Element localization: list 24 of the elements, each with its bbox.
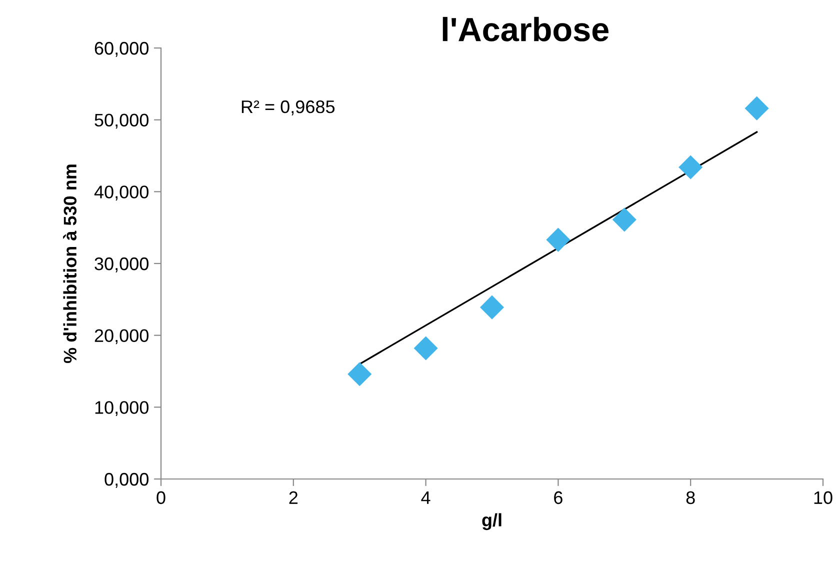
y-tick-label: 20,000 bbox=[94, 329, 148, 344]
point bbox=[678, 155, 703, 180]
point bbox=[348, 362, 372, 386]
y-tick-label: 40,000 bbox=[94, 186, 148, 201]
x-tick-label: 8 bbox=[686, 491, 695, 504]
y-tick-label: 10,000 bbox=[95, 401, 148, 416]
chart-title: l'Acarbose bbox=[442, 16, 609, 42]
point bbox=[744, 96, 769, 120]
y-tick-label: 0,000 bbox=[104, 472, 148, 488]
x-tick-label: 6 bbox=[554, 491, 562, 504]
x-axis-title: g/l bbox=[482, 513, 502, 530]
y-tick-label: 60,000 bbox=[94, 42, 148, 57]
point bbox=[546, 228, 570, 252]
x-tick-label: 0 bbox=[156, 491, 166, 504]
y-tick-label: 30,000 bbox=[94, 257, 148, 272]
point bbox=[612, 208, 636, 232]
x-tick-label: 2 bbox=[289, 491, 298, 504]
y-axis-title: % d'inhibition à 530 nm bbox=[63, 164, 77, 364]
x-tick-label: 10 bbox=[814, 491, 832, 504]
point bbox=[480, 295, 504, 320]
y-tick-label: 50,000 bbox=[94, 114, 148, 129]
x-tick-label: 4 bbox=[421, 491, 430, 504]
point bbox=[414, 336, 438, 360]
annotation: R² = 0,9685 bbox=[242, 100, 335, 116]
